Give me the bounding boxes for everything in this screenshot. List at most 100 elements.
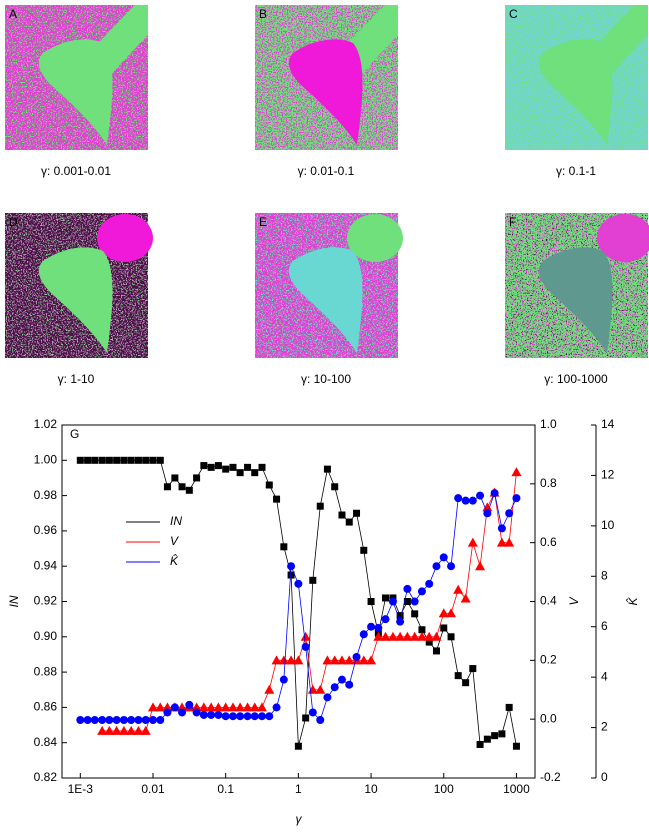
data-point bbox=[490, 489, 499, 498]
data-point bbox=[344, 655, 355, 665]
data-point bbox=[148, 716, 157, 725]
data-point bbox=[416, 631, 427, 641]
data-point bbox=[265, 712, 274, 721]
data-point bbox=[418, 626, 426, 634]
data-point bbox=[294, 742, 302, 750]
data-point bbox=[113, 456, 121, 464]
data-point bbox=[498, 730, 506, 738]
panel-region bbox=[97, 214, 153, 262]
data-point bbox=[91, 456, 99, 464]
panel-label: A bbox=[9, 7, 17, 21]
data-point bbox=[454, 494, 463, 503]
panel-region bbox=[538, 247, 613, 353]
data-point bbox=[178, 483, 186, 491]
data-point bbox=[402, 631, 413, 641]
y3-tick-label: 10 bbox=[601, 518, 615, 532]
data-point bbox=[410, 597, 419, 606]
data-point bbox=[236, 469, 244, 477]
data-point bbox=[214, 710, 223, 719]
data-point bbox=[286, 655, 297, 665]
data-point bbox=[141, 716, 150, 725]
data-point bbox=[105, 456, 113, 464]
data-point bbox=[119, 716, 128, 725]
data-point bbox=[193, 474, 201, 482]
x-tick-label: 0.01 bbox=[141, 782, 165, 796]
y-tick-label: 0.88 bbox=[34, 664, 58, 678]
data-point bbox=[505, 509, 514, 518]
data-point bbox=[222, 465, 230, 473]
data-point bbox=[446, 608, 457, 618]
panel-region bbox=[538, 39, 613, 145]
data-point bbox=[316, 502, 324, 510]
y-tick-label: 0.94 bbox=[34, 558, 58, 572]
data-point bbox=[127, 456, 135, 464]
data-point bbox=[512, 742, 520, 750]
data-point bbox=[98, 716, 107, 725]
panel-region bbox=[597, 214, 649, 262]
data-point bbox=[425, 638, 433, 646]
y2-tick-label: 0.6 bbox=[540, 535, 557, 549]
data-point bbox=[163, 483, 171, 491]
data-point bbox=[127, 716, 136, 725]
data-point bbox=[483, 735, 491, 743]
y-tick-label: 0.98 bbox=[34, 488, 58, 502]
data-point bbox=[491, 732, 499, 740]
data-point bbox=[178, 708, 187, 717]
y-tick-label: 0.82 bbox=[34, 770, 58, 784]
image-panel: A bbox=[5, 5, 148, 150]
y3-tick-label: 12 bbox=[601, 468, 615, 482]
data-point bbox=[126, 725, 137, 735]
data-point bbox=[345, 518, 353, 526]
data-point bbox=[461, 496, 470, 505]
data-point bbox=[147, 702, 158, 712]
data-point bbox=[287, 571, 295, 579]
y2-tick-label: 0.8 bbox=[540, 476, 557, 490]
data-point bbox=[191, 702, 202, 712]
data-point bbox=[84, 456, 92, 464]
data-point bbox=[133, 725, 144, 735]
series-line bbox=[80, 459, 517, 747]
x-tick-label: 10 bbox=[364, 782, 378, 796]
x-tick-label: 0.1 bbox=[217, 782, 234, 796]
data-point bbox=[213, 702, 224, 712]
data-point bbox=[460, 593, 471, 603]
data-point bbox=[207, 710, 216, 719]
data-point bbox=[156, 716, 165, 725]
y2-tick-label: 1.0 bbox=[540, 417, 557, 431]
data-point bbox=[432, 562, 441, 571]
data-point bbox=[236, 712, 245, 721]
data-point bbox=[118, 725, 129, 735]
data-point bbox=[199, 710, 208, 719]
data-point bbox=[302, 714, 310, 722]
data-point bbox=[439, 553, 448, 562]
data-point bbox=[228, 712, 237, 721]
panel-caption: γ: 0.1-1 bbox=[556, 164, 596, 178]
y3-tick-label: 4 bbox=[601, 669, 608, 683]
data-point bbox=[331, 483, 339, 491]
y3-axis-label: K̂ bbox=[625, 597, 640, 606]
data-point bbox=[447, 633, 455, 641]
y-tick-label: 0.92 bbox=[34, 594, 58, 608]
data-point bbox=[279, 675, 288, 684]
data-point bbox=[156, 456, 164, 464]
panel-region bbox=[288, 39, 363, 145]
data-point bbox=[83, 716, 92, 725]
data-point bbox=[512, 494, 521, 503]
data-point bbox=[462, 679, 470, 687]
legend-label: IN bbox=[170, 514, 182, 528]
data-point bbox=[163, 708, 172, 717]
panel-caption: γ: 0.001-0.01 bbox=[41, 164, 111, 178]
y3-tick-label: 6 bbox=[601, 619, 608, 633]
panel-label: D bbox=[9, 215, 18, 229]
data-point bbox=[483, 509, 492, 518]
data-point bbox=[352, 652, 361, 661]
data-point bbox=[431, 631, 442, 641]
data-point bbox=[258, 463, 266, 471]
data-point bbox=[316, 716, 325, 725]
data-point bbox=[134, 456, 142, 464]
data-point bbox=[468, 496, 477, 505]
data-point bbox=[308, 708, 317, 717]
panel-region bbox=[347, 214, 403, 262]
x-tick-label: 1000 bbox=[503, 782, 530, 796]
